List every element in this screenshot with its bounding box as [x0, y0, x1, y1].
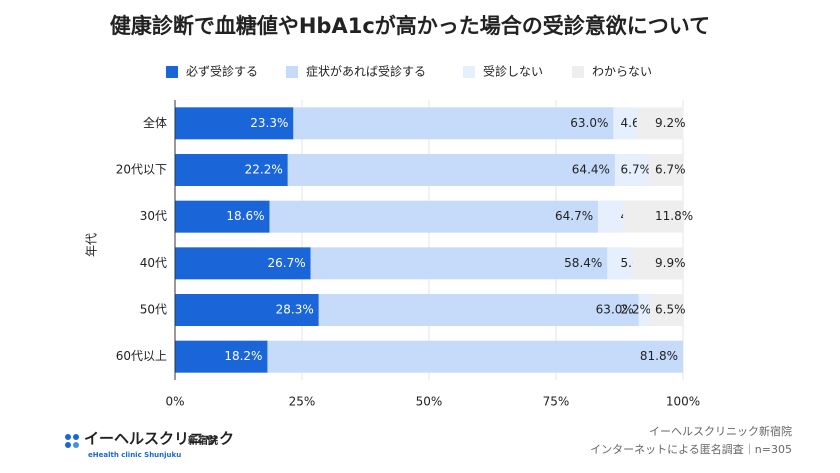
bar-segment [613, 107, 637, 140]
bar-segment [649, 294, 683, 326]
legend-swatch [572, 66, 584, 78]
data-label: 64.7% [555, 209, 593, 223]
legend-label: 必ず受診する [186, 64, 258, 79]
data-label: 81.8% [640, 349, 678, 363]
logo: イーヘルスクリニック 新宿院 eHealth clinic Shunjuku [65, 430, 234, 459]
y-tick-label: 60代以上 [116, 349, 167, 363]
bar-segment [293, 107, 614, 140]
legend-swatch [463, 66, 475, 78]
bar-segment [638, 294, 650, 326]
bar-segment [267, 340, 683, 373]
data-label: 9.9% [655, 256, 686, 270]
bar-segment [598, 200, 624, 233]
x-tick-label: 75% [543, 395, 570, 409]
legend-swatch [286, 66, 298, 78]
y-tick-label: 全体 [143, 115, 167, 130]
data-label: 18.2% [224, 349, 262, 363]
bar-segment [175, 200, 270, 233]
legend-label: わからない [592, 65, 652, 79]
x-tick-label: 0% [165, 395, 184, 409]
logo-en: eHealth clinic Shunjuku [88, 451, 181, 459]
data-label: 22.2% [245, 163, 283, 177]
data-label: 64.4% [572, 163, 610, 177]
legend-swatch [166, 66, 178, 78]
bar-segment [614, 154, 649, 186]
bar-segment [175, 154, 288, 186]
bar-segment [310, 247, 608, 280]
bar-segment [607, 247, 633, 280]
data-label: 23.3% [250, 116, 288, 130]
data-label: 9.2% [655, 116, 686, 130]
bar-segment [175, 247, 311, 280]
data-label: 11.8% [655, 209, 693, 223]
x-tick-label: 25% [289, 395, 316, 409]
bar-segment [648, 154, 683, 186]
data-label: 26.7% [268, 256, 306, 270]
source: イーヘルスクリニック新宿院 [649, 424, 792, 438]
bar-segment [318, 294, 639, 326]
bar-segment [175, 294, 319, 326]
source: インターネットによる匿名調査｜n=305 [590, 442, 792, 456]
y-axis-label: 年代 [85, 233, 99, 257]
y-tick-label: 50代 [140, 303, 167, 317]
y-tick-label: 40代 [140, 256, 167, 270]
x-tick-label: 100% [666, 395, 700, 409]
bar-segment [623, 200, 683, 233]
chart-title: 健康診断で血糖値やHbA1cが高かった場合の受診意欲について [110, 14, 710, 38]
data-label: 6.5% [655, 303, 686, 317]
legend-label: 受診しない [483, 64, 543, 79]
y-tick-label: 20代以下 [116, 163, 167, 177]
bar-segment [636, 107, 684, 140]
bar-segment [269, 200, 599, 233]
data-label: 28.3% [276, 303, 314, 317]
data-label: 58.4% [564, 256, 602, 270]
data-label: 63.0% [596, 303, 634, 317]
logo-sub: 新宿院 [188, 434, 218, 447]
data-label: 6.7% [621, 163, 652, 177]
logo-text: イーヘルスクリニック [84, 430, 234, 448]
bar-segment [175, 107, 294, 140]
legend-label: 症状があれば受診する [306, 64, 426, 79]
data-label: 63.0% [570, 116, 608, 130]
data-label: 6.7% [655, 163, 686, 177]
y-tick-label: 30代 [140, 209, 167, 223]
bar-segment [175, 340, 268, 373]
x-tick-label: 50% [416, 395, 443, 409]
data-label: 18.6% [226, 209, 264, 223]
data-label: 2.2% [621, 303, 652, 317]
bar-segment [287, 154, 615, 186]
bar-segment [632, 247, 683, 280]
